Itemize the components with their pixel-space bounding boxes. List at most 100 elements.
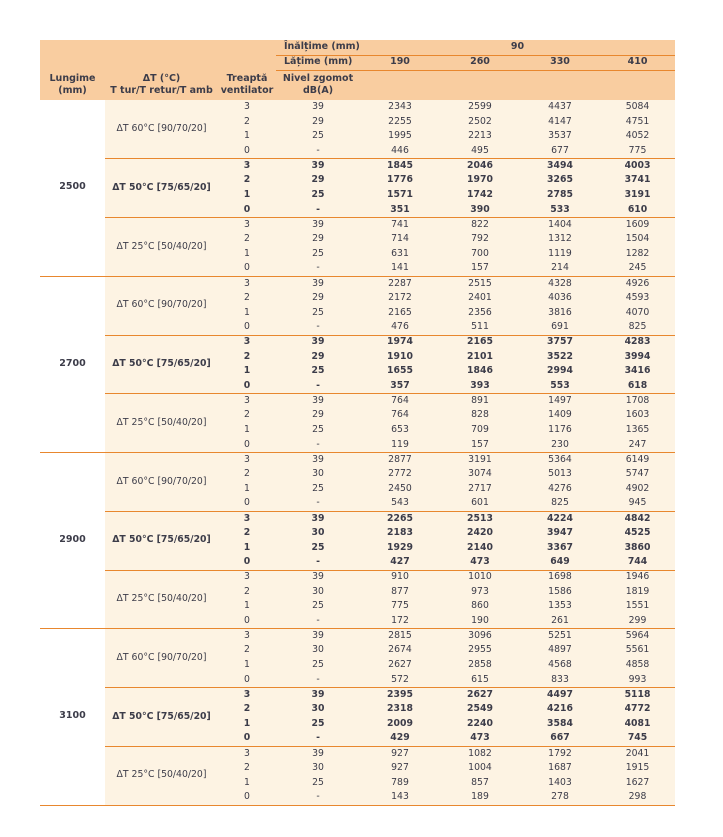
noise-cell: 25 [276, 599, 360, 615]
output-value-cell: 476 [360, 320, 440, 335]
output-value-cell: 393 [440, 379, 520, 394]
fan-step-cell: 0 [218, 496, 276, 512]
noise-cell: 25 [276, 129, 360, 145]
fan-step-cell: 1 [218, 246, 276, 262]
output-value-cell: 5084 [600, 100, 676, 115]
output-value-cell: 4593 [600, 290, 676, 306]
output-value-cell: 764 [360, 408, 440, 424]
length-cell: 2500 [40, 100, 105, 277]
fan-step-cell: 1 [218, 599, 276, 615]
output-value-cell: 572 [360, 672, 440, 688]
output-value-cell: 2165 [360, 305, 440, 321]
output-value-cell: 789 [360, 775, 440, 791]
height-label: Înălțime (mm) [276, 40, 360, 56]
output-value-cell: 741 [360, 217, 440, 233]
output-value-cell: 1404 [520, 217, 600, 233]
output-value-cell: 1698 [520, 569, 600, 585]
output-value-cell: 119 [360, 437, 440, 453]
output-value-cell: 5251 [520, 628, 600, 644]
output-value-cell: 3757 [520, 334, 600, 350]
output-value-cell: 157 [440, 261, 520, 277]
output-value-cell: 4751 [600, 114, 676, 130]
output-value-cell: 1655 [360, 364, 440, 380]
output-value-cell: 2287 [360, 275, 440, 291]
output-value-cell: 857 [440, 775, 520, 791]
output-value-cell: 446 [360, 144, 440, 159]
output-value-cell: 1282 [600, 246, 676, 262]
output-value-cell: 2599 [440, 100, 520, 115]
output-value-cell: 1915 [600, 760, 676, 776]
output-value-cell: 495 [440, 144, 520, 159]
output-value-cell: 278 [520, 790, 600, 805]
output-value-cell: 1176 [520, 423, 600, 438]
fan-step-cell: 2 [218, 408, 276, 424]
output-value-cell: 825 [600, 320, 676, 335]
output-value-cell: 833 [520, 672, 600, 688]
output-value-cell: 2140 [440, 540, 520, 556]
output-value-cell: 3265 [520, 173, 600, 189]
output-value-cell: 4224 [520, 510, 600, 526]
output-value-cell: 822 [440, 217, 520, 233]
table-row: 2 30 927 1004 1687 1915 [40, 760, 676, 776]
output-value-cell: 945 [600, 496, 676, 512]
output-value-cell: 1504 [600, 232, 676, 247]
output-value-cell: 1627 [600, 775, 676, 791]
output-value-cell: 3584 [520, 716, 600, 732]
table-row: 0-119 157 230 247 [40, 437, 676, 453]
width-col-330: 330 [520, 55, 600, 71]
output-value-cell: 2183 [360, 525, 440, 541]
output-value-cell: 2450 [360, 481, 440, 497]
output-value-cell: 4497 [520, 687, 600, 703]
fan-step-cell: 2 [218, 290, 276, 306]
noise-cell: 25 [276, 481, 360, 497]
output-value-cell: 618 [600, 379, 676, 394]
output-value-cell: 5747 [600, 467, 676, 482]
output-value-cell: 4081 [600, 716, 676, 732]
output-value-cell: 261 [520, 614, 600, 629]
output-value-cell: 3494 [520, 158, 600, 174]
noise-cell: 25 [276, 305, 360, 321]
output-value-cell: 473 [440, 731, 520, 747]
noise-cell: 25 [276, 246, 360, 262]
table-row: 2900 ΔT 60°C [90/70/20] 3 39 2877 3191 5364 614… [40, 451, 676, 629]
fan-step-cell: 0 [218, 614, 276, 629]
fan-step-cell: 0 [218, 261, 276, 277]
output-value-cell: 4897 [520, 643, 600, 659]
table-row: 1 25 2009 2240 3584 4081 [40, 716, 676, 732]
fan-step-cell: 0 [218, 437, 276, 453]
table-row: ΔT 25°C [50/40/20] 3 39 927 1082 1792 2041 [40, 745, 676, 805]
header-row-height: Înălțime (mm) 90 [40, 40, 676, 56]
delta-t-cell: ΔT 50°C [75/65/20] [105, 510, 218, 570]
output-value-cell: 1910 [360, 349, 440, 365]
fan-step-cell: 1 [218, 305, 276, 321]
table-row: 2 30 2674 2955 4897 5561 [40, 643, 676, 659]
output-value-cell: 299 [600, 614, 676, 629]
fan-step-cell: 1 [218, 716, 276, 732]
output-value-cell: 5964 [600, 628, 676, 644]
delta-t-cell: ΔT 50°C [75/65/20] [105, 687, 218, 747]
table-row: 1 25 631 700 1119 1282 [40, 246, 676, 262]
fan-step-cell: 3 [218, 158, 276, 174]
noise-cell: 30 [276, 760, 360, 776]
fan-step-cell: 3 [218, 510, 276, 526]
output-value-cell: 828 [440, 408, 520, 424]
output-value-cell: 3816 [520, 305, 600, 321]
output-value-cell: 745 [600, 731, 676, 747]
output-value-cell: 4525 [600, 525, 676, 541]
noise-cell: 29 [276, 290, 360, 306]
fan-step-cell: 2 [218, 173, 276, 189]
output-value-cell: 1819 [600, 584, 676, 600]
output-value-cell: 2172 [360, 290, 440, 306]
fan-step-cell: 2 [218, 643, 276, 659]
fan-step-cell: 2 [218, 467, 276, 482]
table-row: ΔT 25°C [50/40/20] 3 39 741 822 1404 1609 [40, 217, 676, 277]
noise-cell: - [276, 614, 360, 629]
output-value-cell: 2955 [440, 643, 520, 659]
noise-cell: 25 [276, 188, 360, 203]
table-row: 0-476 511 691 825 [40, 320, 676, 335]
output-value-cell: 4070 [600, 305, 676, 321]
output-value-cell: 667 [520, 731, 600, 747]
output-value-cell: 1742 [440, 188, 520, 203]
output-value-cell: 357 [360, 379, 440, 394]
table-row: 2 29 1776 1970 3265 3741 [40, 173, 676, 189]
